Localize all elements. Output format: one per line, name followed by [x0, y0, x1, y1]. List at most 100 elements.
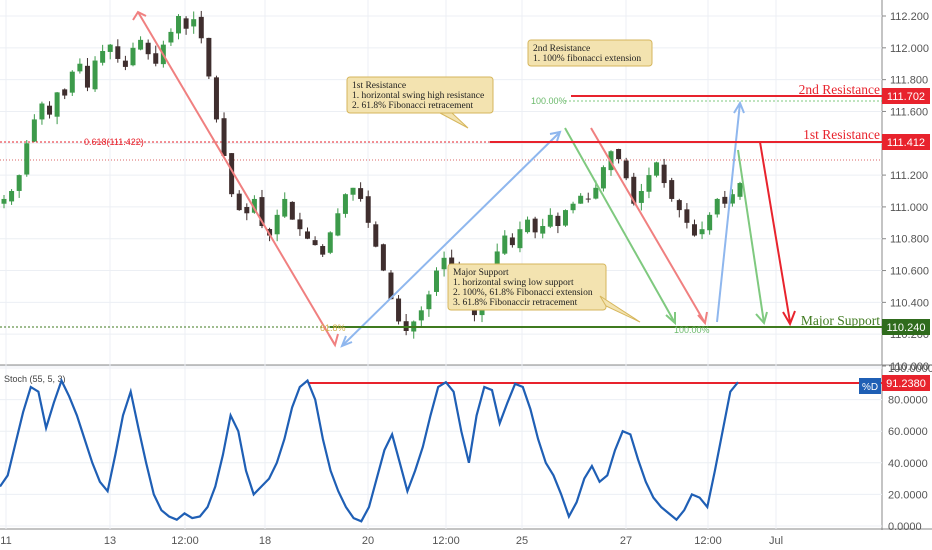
time-tick-label: 12:00: [694, 535, 722, 547]
candle-body: [305, 231, 311, 239]
projection-arrowhead: [782, 310, 796, 327]
price-pane: [0, 0, 882, 362]
candle-body: [714, 198, 720, 215]
time-axis[interactable]: 11 13 12:00 18 20 12:00 25 27 12:00 Jul: [0, 535, 783, 547]
candle-body: [221, 118, 227, 156]
candle-body: [312, 240, 318, 246]
candle-body: [441, 257, 447, 270]
candle-body: [570, 203, 576, 211]
time-tick-label: 12:00: [432, 535, 460, 547]
arrowhead-1: [132, 10, 147, 21]
callout-support-line2: 2. 100%, 61.8% Fibonacci extension: [453, 288, 593, 298]
candle-body: [122, 60, 128, 67]
candle-body: [449, 257, 455, 268]
fib-retracement-label: 0.618(111.422): [84, 137, 144, 147]
arrowhead-8: [755, 311, 768, 326]
callout-r1-line2: 2. 61.8% Fibonacci retracement: [352, 101, 473, 111]
arrow-heads: [132, 10, 768, 348]
stoch-pane: [0, 368, 882, 527]
callout-support[interactable]: Major Support 1. horizontal swing low su…: [447, 263, 641, 323]
candle-body: [335, 213, 341, 236]
candle-body: [350, 187, 356, 195]
candle-body: [525, 219, 531, 233]
callout-support-line1: 1. horizontal swing low support: [453, 278, 574, 288]
stoch-title[interactable]: Stoch (55, 5, 3): [4, 374, 66, 384]
candle-body: [138, 39, 144, 50]
stoch-tick-label: 20.0000: [888, 489, 928, 501]
arrowhead-2: [328, 333, 339, 348]
price-tick-label: 110.800: [890, 234, 929, 246]
candle-body: [289, 201, 295, 220]
candle-body: [31, 119, 37, 142]
stoch-series: [0, 377, 739, 523]
candle-body: [578, 195, 584, 204]
arrow-up-1: [341, 131, 561, 347]
price-tick-label: 111.000: [890, 202, 928, 214]
candle-body: [176, 16, 182, 34]
callout-resistance-2[interactable]: 2nd Resistance 1. 100% fibonacci extensi…: [527, 39, 653, 67]
grid-lines: [0, 0, 882, 529]
pct-d-text: %D: [862, 382, 878, 393]
candle-body: [707, 214, 713, 231]
candle-body: [274, 214, 280, 235]
price-tag-resistance-2[interactable]: 111.702: [882, 88, 930, 104]
time-tick-label: 13: [104, 535, 116, 547]
candle-body: [342, 194, 348, 214]
candle-body: [358, 188, 364, 199]
price-axis[interactable]: 112.200112.000111.800111.600111.400111.2…: [882, 11, 929, 373]
time-tick-label: 12:00: [171, 535, 199, 547]
price-tick-label: 112.200: [890, 11, 929, 23]
candle-body: [39, 103, 45, 120]
candle-body: [100, 51, 106, 63]
price-tag-resistance-1[interactable]: 111.412: [882, 134, 930, 150]
candle-body: [676, 200, 682, 211]
arrow-down-1: [137, 11, 336, 346]
arrowhead-3: [340, 335, 353, 348]
pattern-arrows: [137, 11, 765, 347]
candle-body: [244, 206, 250, 214]
candle-body: [623, 160, 629, 179]
candle-body: [585, 198, 591, 200]
candle-body: [646, 175, 652, 192]
candle-body: [616, 148, 622, 160]
candle-body: [24, 143, 30, 175]
price-tick-label: 111.600: [890, 106, 928, 118]
price-tick-label: 110.600: [890, 266, 929, 278]
candle-body: [47, 105, 53, 115]
price-tag-support[interactable]: 110.240: [882, 319, 930, 335]
candle-body: [426, 294, 432, 310]
candle-body: [433, 270, 439, 292]
candle-body: [562, 210, 568, 226]
price-tag-resistance-1-text: 111.412: [887, 137, 925, 149]
candle-body: [153, 53, 159, 64]
candle-body: [320, 246, 326, 255]
candle-body: [77, 63, 83, 72]
candle-body: [62, 89, 68, 96]
candle-body: [517, 229, 523, 249]
time-tick-label: 27: [620, 535, 632, 547]
time-tick-label: 11: [0, 535, 11, 547]
candle-body: [600, 167, 606, 189]
fib-extension-label-bottom: 100.00%: [674, 325, 710, 335]
stoch-value-tag[interactable]: 91.2380: [882, 375, 930, 391]
stoch-tick-label: 0.0000: [888, 521, 922, 533]
resistance-1-label: 1st Resistance: [803, 127, 880, 142]
arrow-up-2: [716, 102, 741, 323]
stoch-value-text: 91.2380: [886, 378, 926, 390]
callout-resistance-1[interactable]: 1st Resistance 1. horizontal swing high …: [346, 76, 494, 129]
candle-body: [380, 244, 386, 271]
candle-body: [593, 187, 599, 199]
candle-body: [638, 191, 644, 203]
candle-body: [282, 198, 288, 217]
support-label: Major Support: [801, 313, 880, 328]
candle-body: [388, 272, 394, 300]
pct-d-tag[interactable]: %D: [859, 378, 881, 394]
arrow-down-green-1: [564, 127, 676, 324]
price-tag-resistance-2-text: 111.702: [887, 91, 925, 103]
candle-body: [206, 37, 212, 77]
candle-body: [502, 235, 508, 254]
stoch-axis[interactable]: 100.0000 80.0000 60.0000 40.0000 20.0000 0.00…: [888, 363, 932, 533]
projection-arrow: [759, 141, 791, 323]
fib-extension-label-top: 100.00%: [531, 96, 567, 106]
